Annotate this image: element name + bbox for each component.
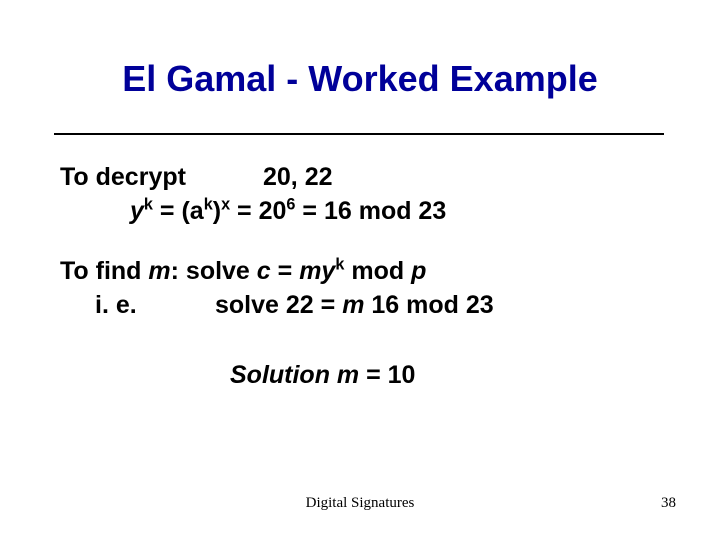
line-decrypt: To decrypt 20, 22 xyxy=(60,160,660,194)
mod-pre: mod xyxy=(344,257,411,285)
line-eq1: yk = (ak)x = 206 = 16 mod 23 xyxy=(60,194,660,228)
eq1-close: ) xyxy=(213,197,221,225)
var-my: my xyxy=(299,257,335,285)
line-find-m: To find m: solve c = myk mod p xyxy=(60,254,660,288)
sol-post: = 10 xyxy=(359,361,415,389)
footer-title: Digital Signatures xyxy=(0,495,720,512)
label-ie: i. e. xyxy=(95,291,137,319)
eq1-k2: k xyxy=(204,196,213,214)
var-c: c xyxy=(257,257,271,285)
ie-pre: solve 22 = xyxy=(215,291,342,319)
line-ie: i. e. solve 22 = m 16 mod 23 xyxy=(60,288,660,322)
ie-m: m xyxy=(342,291,364,319)
eq1-tail: = 16 mod 23 xyxy=(295,197,446,225)
slide-title: El Gamal - Worked Example xyxy=(0,58,720,100)
title-underline xyxy=(54,133,664,135)
gap2 xyxy=(60,322,660,358)
page-number: 38 xyxy=(661,495,676,512)
ie-rest: solve 22 = m 16 mod 23 xyxy=(215,288,494,322)
colon-solve: : solve xyxy=(171,257,257,285)
eq1-y: y xyxy=(130,197,144,225)
sol-m: m xyxy=(337,361,359,389)
sol-pre: Solution xyxy=(230,361,337,389)
eq1-eq20: = 20 xyxy=(230,197,286,225)
eq1-mid: = (a xyxy=(153,197,204,225)
eq1-k: k xyxy=(144,196,153,214)
find-m: m xyxy=(148,257,170,285)
var-p: p xyxy=(411,257,426,285)
gap1 xyxy=(60,228,660,254)
ie-post: 16 mod 23 xyxy=(364,291,493,319)
slide: El Gamal - Worked Example To decrypt 20,… xyxy=(0,0,720,540)
slide-body: To decrypt 20, 22 yk = (ak)x = 206 = 16 … xyxy=(60,160,660,392)
line-solution: Solution m = 10 xyxy=(60,358,660,392)
label-to-decrypt: To decrypt xyxy=(60,163,186,191)
eq1-x: x xyxy=(221,196,230,214)
label-to-find: To find xyxy=(60,257,148,285)
decrypt-values: 20, 22 xyxy=(263,160,333,194)
eq-sign: = xyxy=(271,257,300,285)
